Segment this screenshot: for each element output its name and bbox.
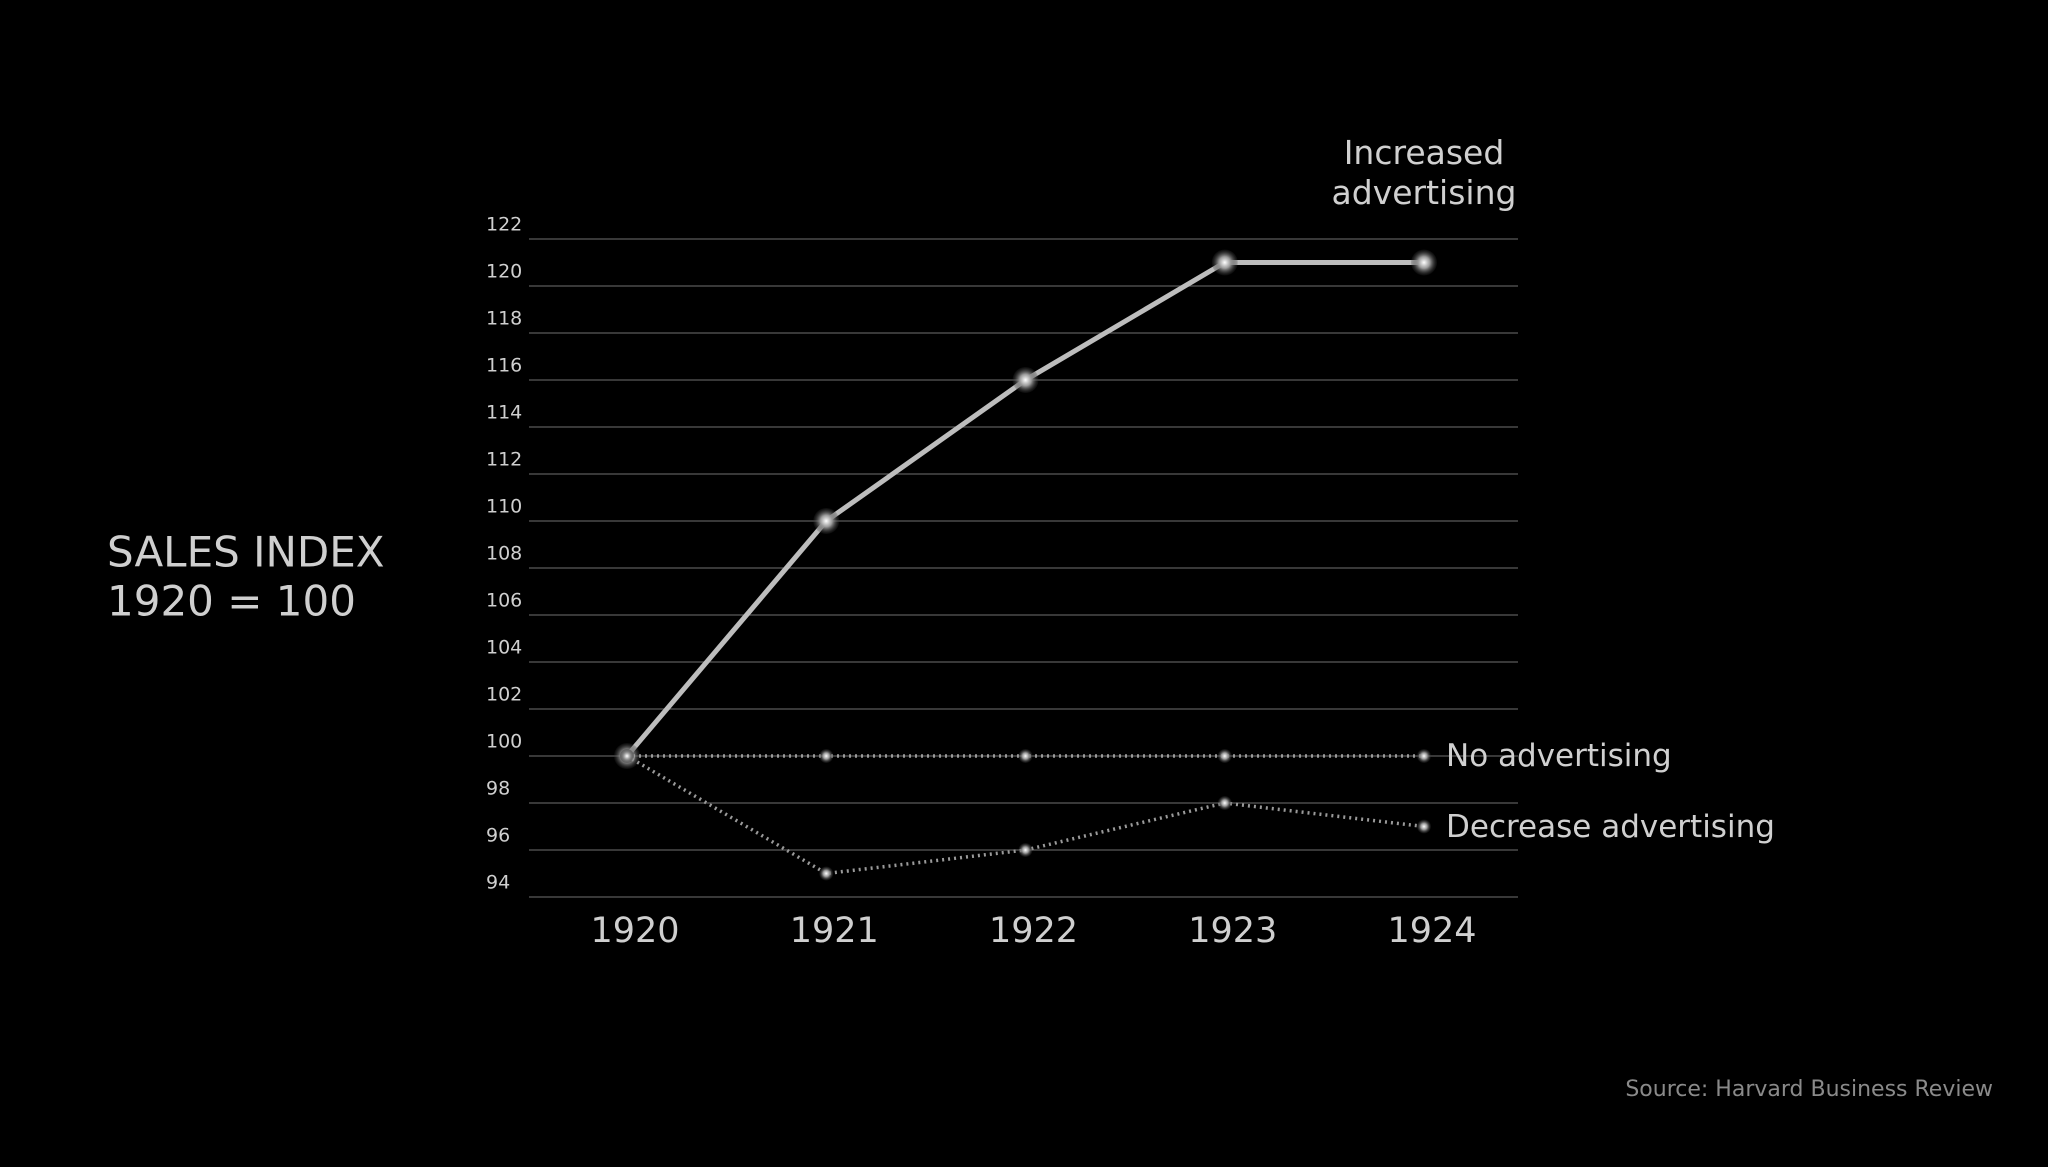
y-tick-label: 122	[486, 214, 522, 236]
series-label: Increased advertising	[1331, 132, 1517, 212]
point	[1012, 367, 1039, 393]
point	[1417, 749, 1431, 763]
series-label: No advertising	[1446, 738, 1672, 774]
y-tick-label: 118	[486, 308, 522, 330]
x-tick-label: 1924	[1387, 911, 1476, 951]
point	[1411, 249, 1437, 276]
y-tick-label: 120	[486, 261, 522, 283]
point	[819, 866, 834, 881]
y-tick-label: 94	[486, 872, 510, 894]
source: Source: Harvard Business Review	[1625, 1077, 1993, 1102]
point	[1217, 749, 1232, 763]
y-axis-label: SALES INDEX	[107, 528, 385, 577]
point	[1217, 796, 1232, 810]
series-line	[624, 260, 1427, 759]
point	[1417, 819, 1431, 834]
x-tick-label: 1922	[989, 911, 1078, 951]
y-tick-label: 114	[486, 402, 522, 424]
point	[1018, 843, 1033, 857]
y-tick-label: 108	[486, 543, 522, 565]
point	[620, 749, 634, 763]
x-tick-label: 1921	[790, 911, 879, 951]
y-tick-label: 116	[486, 355, 522, 377]
y-tick-label: 102	[486, 684, 522, 706]
y-tick-label: 96	[486, 825, 510, 847]
y-tick-label: 106	[486, 590, 522, 612]
point	[813, 508, 840, 534]
point	[1211, 249, 1238, 276]
y-axis-note: 1920 = 100	[107, 577, 356, 626]
y-tick-label: 100	[486, 731, 522, 753]
series-line	[626, 754, 1425, 876]
y-tick-label: 104	[486, 637, 522, 659]
x-tick-label: 1920	[590, 911, 679, 951]
point	[819, 749, 834, 763]
y-tick-label: 110	[486, 496, 522, 518]
y-tick-label: 98	[486, 778, 510, 800]
point	[1018, 749, 1033, 763]
series-label: Decrease advertising	[1446, 808, 1775, 845]
y-tick-label: 112	[486, 449, 522, 471]
x-tick-label: 1923	[1188, 911, 1277, 951]
